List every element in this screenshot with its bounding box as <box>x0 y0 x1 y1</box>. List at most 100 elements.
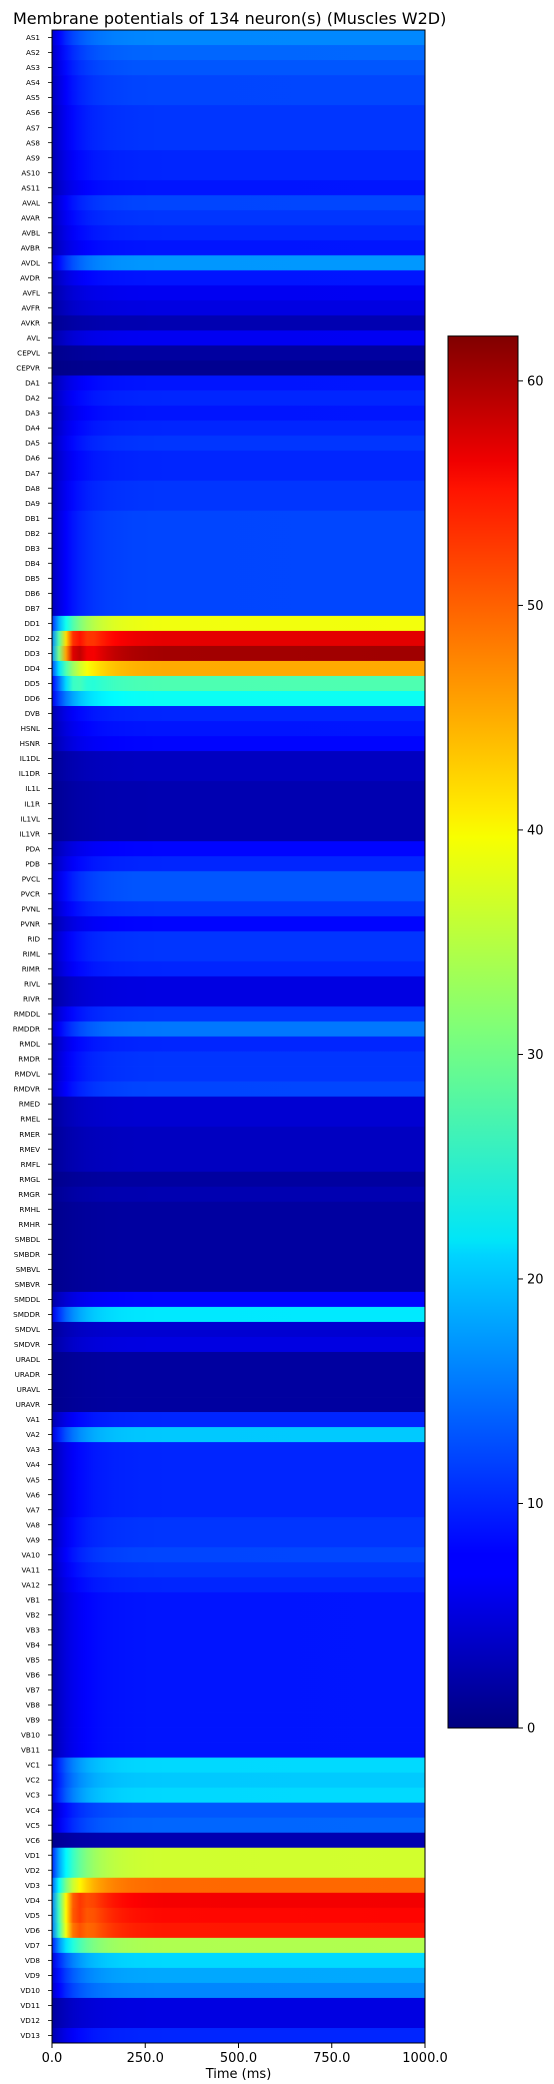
neuron-label: AS10 <box>21 168 40 177</box>
neuron-row-dvb <box>52 706 425 722</box>
neuron-row-vd1 <box>52 1847 425 1864</box>
neuron-label: AVAR <box>21 213 40 222</box>
neuron-row-rmdvr <box>52 1081 425 1097</box>
neuron-row-vd7 <box>52 1937 425 1954</box>
neuron-row-aval <box>52 195 425 211</box>
neuron-row-il1vr <box>52 826 425 842</box>
neuron-label: VD3 <box>25 1881 40 1890</box>
neuron-label: RMDVR <box>13 1085 40 1094</box>
neuron-row-da5 <box>52 435 425 452</box>
neuron-row-avfl <box>52 285 425 301</box>
neuron-row-rmel <box>52 1111 425 1128</box>
neuron-label: AS4 <box>26 78 40 87</box>
neuron-row-va8 <box>52 1517 425 1533</box>
x-tick-label: 0.0 <box>42 2051 63 2066</box>
neuron-label: AS1 <box>26 33 40 42</box>
neuron-label: RMDVL <box>14 1070 40 1079</box>
neuron-row-vd11 <box>52 1997 425 2014</box>
neuron-label: AS2 <box>26 48 40 57</box>
neuron-label: VB11 <box>21 1746 40 1755</box>
neuron-row-as2 <box>52 45 425 61</box>
neuron-row-da9 <box>52 495 425 512</box>
neuron-row-vd10 <box>52 1982 425 1999</box>
neuron-row-cepvr <box>52 360 425 376</box>
neuron-row-da7 <box>52 465 425 482</box>
neuron-row-avbl <box>52 225 425 241</box>
neuron-label: AS11 <box>21 183 40 192</box>
colorbar-tick-label: 0 <box>527 1722 535 1737</box>
neuron-row-va6 <box>52 1487 425 1503</box>
neuron-label: AVDR <box>20 273 40 282</box>
neuron-label: RMHR <box>18 1220 40 1229</box>
neuron-label: PVCL <box>22 874 40 883</box>
neuron-label: DD4 <box>24 664 40 673</box>
neuron-label: AVBL <box>22 228 40 237</box>
neuron-label: DVB <box>25 709 40 718</box>
neuron-row-uravl <box>52 1382 425 1398</box>
neuron-label: URADR <box>15 1370 40 1379</box>
neuron-label: VD4 <box>25 1896 40 1905</box>
x-tick-label: 750.0 <box>313 2051 350 2066</box>
neuron-label: DA5 <box>25 439 40 448</box>
neuron-row-rmhr <box>52 1216 425 1233</box>
neuron-label: AVL <box>27 334 40 343</box>
neuron-row-va9 <box>52 1532 425 1548</box>
neuron-label: DB4 <box>25 559 40 568</box>
neuron-row-il1dl <box>52 751 425 767</box>
neuron-label: DA8 <box>25 484 40 493</box>
neuron-label: DA2 <box>25 394 40 403</box>
neuron-row-avdl <box>52 255 425 271</box>
heatmap-rows <box>52 30 425 2044</box>
neuron-label: AVBR <box>21 243 40 252</box>
neuron-row-vd12 <box>52 2012 425 2029</box>
neuron-label: VC6 <box>25 1836 40 1845</box>
neuron-row-rivl <box>52 976 425 992</box>
neuron-row-va2 <box>52 1427 425 1443</box>
neuron-row-il1l <box>52 781 425 797</box>
chart-title: Membrane potentials of 134 neuron(s) (Mu… <box>13 9 446 28</box>
neuron-label: RMGR <box>18 1190 40 1199</box>
neuron-row-vb1 <box>52 1592 425 1608</box>
neuron-row-smdvr <box>52 1336 425 1353</box>
neuron-label: DB3 <box>25 544 40 553</box>
neuron-row-as8 <box>52 135 425 151</box>
neuron-row-pda <box>52 841 425 857</box>
neuron-label: VC2 <box>25 1776 40 1785</box>
neuron-label: DD2 <box>24 634 40 643</box>
neuron-label: AVAL <box>22 198 40 207</box>
neuron-label: VD8 <box>25 1956 40 1965</box>
neuron-label: DD3 <box>24 649 40 658</box>
neuron-row-vc3 <box>52 1787 425 1804</box>
neuron-label: DB7 <box>25 604 40 613</box>
neuron-label: PVCR <box>21 889 40 898</box>
neuron-row-uravr <box>52 1397 425 1413</box>
neuron-row-rmhl <box>52 1201 425 1218</box>
neuron-row-va10 <box>52 1547 425 1563</box>
neuron-row-va11 <box>52 1562 425 1578</box>
colorbar-tick-label: 60 <box>527 374 544 389</box>
neuron-row-avdr <box>52 270 425 286</box>
x-axis: 0.0 250.0 500.0 750.0 1000.0 <box>42 2043 448 2066</box>
neuron-label: VD1 <box>25 1851 40 1860</box>
neuron-row-rmgr <box>52 1186 425 1203</box>
neuron-row-rivr <box>52 991 425 1007</box>
neuron-label: HSNL <box>21 724 40 733</box>
x-axis-label: Time (ms) <box>205 2067 272 2082</box>
neuron-label: AS7 <box>26 123 40 132</box>
neuron-label: VB3 <box>26 1625 40 1634</box>
neuron-row-da3 <box>52 405 425 421</box>
neuron-label: IL1L <box>25 784 40 793</box>
neuron-label: SMDDL <box>14 1295 40 1304</box>
neuron-row-db6 <box>52 585 425 602</box>
neuron-label: SMDVL <box>15 1325 40 1334</box>
neuron-label: RMDDR <box>13 1025 40 1034</box>
neuron-label: CEPVR <box>16 364 40 373</box>
neuron-row-rmev <box>52 1141 425 1158</box>
neuron-label: RIVR <box>23 995 40 1004</box>
neuron-row-vb9 <box>52 1712 425 1728</box>
neuron-row-db7 <box>52 600 425 617</box>
neuron-row-il1vl <box>52 811 425 827</box>
neuron-label: VD2 <box>25 1866 40 1875</box>
neuron-row-pvnl <box>52 901 425 917</box>
neuron-label: SMBDL <box>15 1235 40 1244</box>
